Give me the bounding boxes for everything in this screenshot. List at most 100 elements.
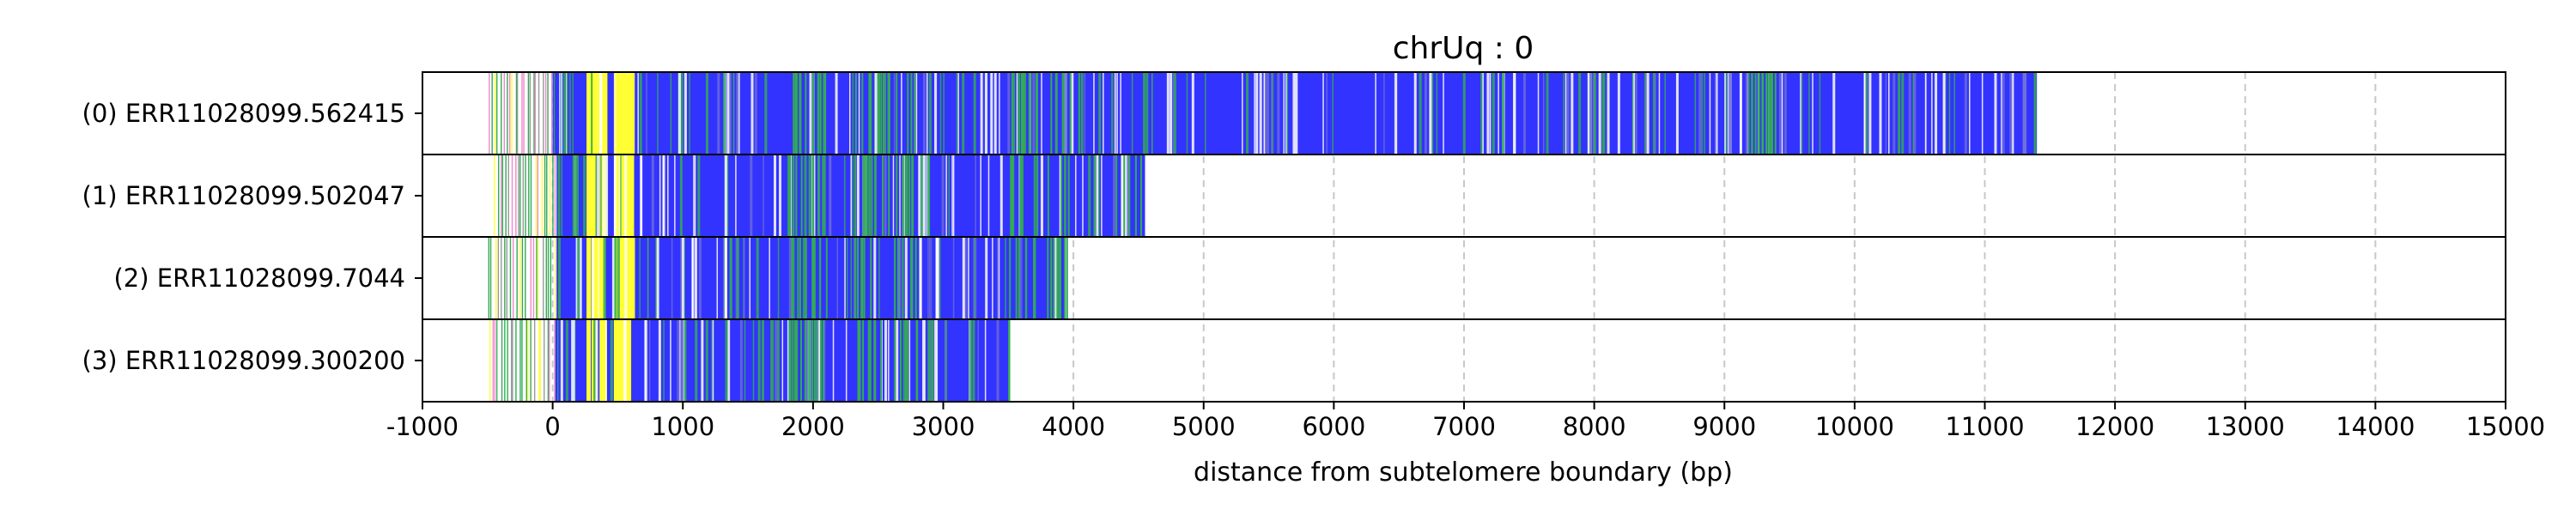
motif-mark (1116, 72, 1118, 154)
motif-mark (850, 154, 853, 237)
motif-mark (850, 237, 853, 319)
x-tick-label: 5000 (1172, 412, 1236, 441)
motif-mark (1913, 72, 1917, 154)
motif-mark (1948, 72, 1951, 154)
motif-mark (614, 154, 616, 237)
motif-mark (1778, 72, 1782, 154)
motif-mark (1264, 72, 1267, 154)
motif-mark (562, 72, 566, 154)
motif-mark (892, 154, 895, 237)
motif-mark (999, 154, 1003, 237)
motif-mark (623, 72, 629, 154)
motif-mark (574, 154, 577, 237)
motif-mark (579, 237, 582, 319)
motif-mark (1969, 72, 1971, 154)
motif-mark (586, 237, 592, 319)
motif-mark (754, 72, 757, 154)
motif-mark (689, 72, 690, 154)
motif-mark (822, 154, 824, 237)
motif-mark (1424, 72, 1427, 154)
motif-mark (927, 319, 931, 402)
motif-mark (1033, 237, 1036, 319)
motif-mark (593, 319, 597, 402)
motif-mark (1019, 154, 1022, 237)
motif-mark (620, 154, 622, 237)
motif-mark (613, 72, 619, 154)
x-tick-label: 0 (544, 412, 560, 441)
motif-mark (627, 154, 635, 237)
motif-mark (904, 237, 908, 319)
motif-mark (1056, 237, 1059, 319)
motif-mark (822, 319, 824, 402)
motif-mark (657, 72, 659, 154)
motif-mark (880, 72, 883, 154)
motif-mark (854, 237, 857, 319)
motif-mark (1020, 154, 1023, 237)
motif-mark (911, 237, 914, 319)
motif-mark (1060, 154, 1063, 237)
motif-mark (663, 319, 665, 402)
motif-mark (854, 154, 856, 237)
motif-mark (1114, 72, 1115, 154)
motif-mark (878, 237, 880, 319)
motif-mark (613, 154, 620, 237)
motif-mark (558, 237, 562, 319)
motif-mark (644, 319, 647, 402)
motif-mark (888, 319, 890, 402)
read-label: (1) ERR11028099.502047 (82, 181, 405, 210)
motif-mark (1064, 237, 1066, 319)
motif-mark (812, 72, 815, 154)
motif-mark (915, 319, 918, 402)
motif-mark (658, 319, 661, 402)
motif-mark (1765, 72, 1768, 154)
x-tick-label: -1000 (386, 412, 459, 441)
motif-mark (1061, 72, 1064, 154)
motif-mark (1652, 72, 1656, 154)
motif-mark (726, 154, 729, 237)
motif-mark (561, 154, 563, 237)
motif-mark (1115, 72, 1116, 154)
motif-mark (610, 319, 613, 402)
motif-mark (598, 237, 599, 319)
motif-mark (732, 72, 735, 154)
motif-mark (1166, 72, 1170, 154)
motif-mark (1263, 72, 1266, 154)
motif-mark (996, 237, 999, 319)
motif-mark (907, 319, 909, 402)
motif-mark (553, 72, 556, 154)
motif-mark (736, 72, 739, 154)
motif-mark (864, 154, 866, 237)
motif-mark (592, 72, 601, 154)
motif-mark (1942, 72, 1946, 154)
x-tick-label: 6000 (1302, 412, 1365, 441)
motif-mark (1036, 72, 1038, 154)
motif-mark (973, 72, 976, 154)
motif-mark (735, 154, 737, 237)
motif-mark (888, 72, 890, 154)
motif-mark (1715, 72, 1716, 154)
motif-mark (698, 237, 702, 319)
motif-mark (922, 72, 926, 154)
motif-mark (1898, 72, 1901, 154)
motif-mark (671, 237, 673, 319)
motif-mark (1113, 154, 1116, 237)
motif-mark (1082, 154, 1084, 237)
motif-mark (1012, 72, 1016, 154)
motif-mark (914, 72, 916, 154)
motif-mark (1924, 72, 1927, 154)
motif-mark (1283, 72, 1285, 154)
motif-mark (592, 154, 597, 237)
motif-mark (884, 72, 886, 154)
motif-mark (996, 319, 999, 402)
motif-mark (896, 154, 898, 237)
motif-mark (1024, 72, 1027, 154)
motif-mark (1018, 237, 1020, 319)
motif-mark (992, 237, 993, 319)
x-tick-label: 1000 (651, 412, 714, 441)
motif-mark (1931, 72, 1933, 154)
motif-mark (795, 72, 798, 154)
motif-mark (566, 72, 568, 154)
motif-mark (869, 319, 872, 402)
motif-mark (617, 72, 625, 154)
motif-mark (693, 154, 695, 237)
